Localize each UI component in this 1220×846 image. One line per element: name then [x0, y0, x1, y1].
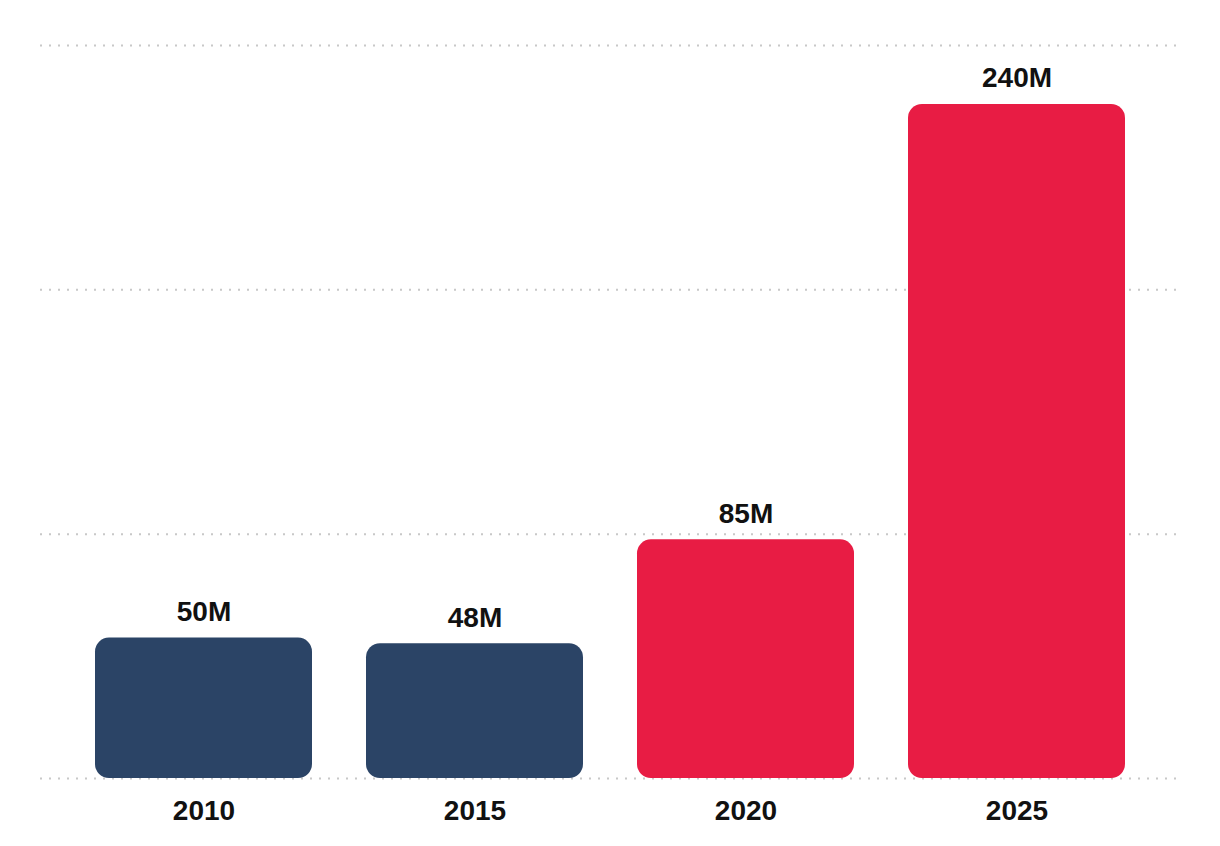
- svg-text:240M: 240M: [982, 62, 1052, 93]
- svg-text:50M: 50M: [177, 596, 231, 627]
- svg-text:2010: 2010: [173, 795, 235, 826]
- svg-text:85M: 85M: [719, 498, 773, 529]
- svg-text:2015: 2015: [444, 795, 506, 826]
- svg-text:2025: 2025: [986, 795, 1048, 826]
- svg-text:2020: 2020: [715, 795, 777, 826]
- svg-text:48M: 48M: [448, 602, 502, 633]
